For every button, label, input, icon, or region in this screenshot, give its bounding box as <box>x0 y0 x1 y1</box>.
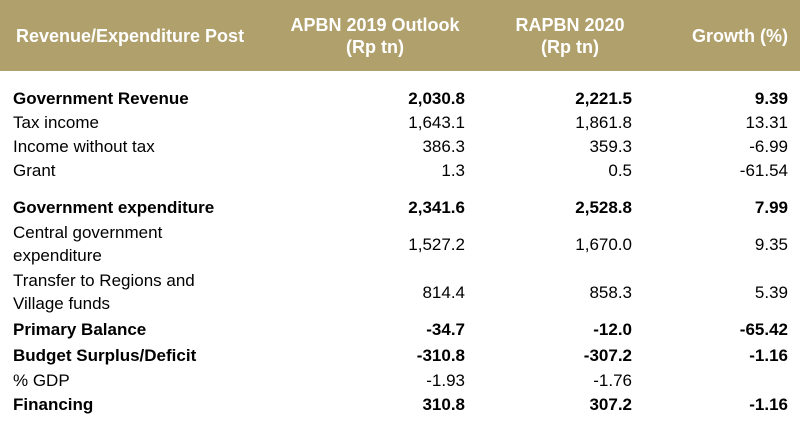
row-rapbn: 1,861.8 <box>575 112 632 132</box>
row-growth: -61.54 <box>739 160 788 180</box>
spacer-row <box>0 71 800 86</box>
row-rapbn: 1,670.0 <box>575 234 632 254</box>
table-row: Government expenditure 2,341.6 2,528.8 7… <box>0 194 800 220</box>
row-growth: -6.99 <box>749 136 788 156</box>
row-apbn: 1.3 <box>441 160 465 180</box>
row-growth <box>660 368 800 392</box>
table-row: Primary Balance -34.7 -12.0 -65.42 <box>0 316 800 342</box>
table-header: Revenue/Expenditure Post APBN 2019 Outlo… <box>0 0 800 71</box>
row-apbn: -310.8 <box>416 345 465 365</box>
row-apbn: 310.8 <box>422 395 465 414</box>
spacer-row <box>0 182 800 194</box>
row-rapbn: -1.76 <box>593 370 632 390</box>
row-apbn: 386.3 <box>422 136 465 156</box>
header-rapbn-unit: (Rp tn) <box>541 36 599 57</box>
header-row: Revenue/Expenditure Post APBN 2019 Outlo… <box>0 0 800 71</box>
header-apbn: APBN 2019 Outlook (Rp tn) <box>270 0 480 71</box>
row-rapbn: -12.0 <box>593 319 632 339</box>
table-row: Budget Surplus/Deficit -310.8 -307.2 -1.… <box>0 342 800 368</box>
table-row: % GDP -1.93 -1.76 <box>0 368 800 392</box>
row-apbn: 2,341.6 <box>408 197 465 217</box>
row-label: Transfer to Regions and Village funds <box>0 268 270 316</box>
row-apbn: -1.93 <box>426 370 465 390</box>
table-row: Central government expenditure 1,527.2 1… <box>0 220 800 268</box>
header-rapbn: RAPBN 2020 (Rp tn) <box>480 0 660 71</box>
row-growth: 9.35 <box>754 234 788 254</box>
header-apbn-unit: (Rp tn) <box>346 36 404 57</box>
row-growth: 9.39 <box>754 88 788 108</box>
row-rapbn: 2,528.8 <box>575 197 632 217</box>
table-row: Tax income 1,643.1 1,861.8 13.31 <box>0 110 800 134</box>
header-apbn-title: APBN 2019 Outlook <box>290 14 460 35</box>
row-label: Primary Balance <box>13 319 147 339</box>
row-label: Tax income <box>13 112 99 132</box>
table-row: Grant 1.3 0.5 -61.54 <box>0 158 800 182</box>
row-label: Government Revenue <box>13 88 189 108</box>
row-label: Income without tax <box>13 136 155 156</box>
budget-table: Revenue/Expenditure Post APBN 2019 Outlo… <box>0 0 800 417</box>
row-label-line: Central government <box>13 223 163 242</box>
table-body: Government Revenue 2,030.8 2,221.5 9.39 … <box>0 71 800 417</box>
row-rapbn: 2,221.5 <box>575 88 632 108</box>
table-row: Income without tax 386.3 359.3 -6.99 <box>0 134 800 158</box>
row-rapbn: 0.5 <box>608 160 632 180</box>
row-apbn: 1,643.1 <box>408 112 465 132</box>
row-growth: 7.99 <box>754 197 788 217</box>
header-post: Revenue/Expenditure Post <box>16 25 245 46</box>
row-growth: -65.42 <box>739 319 788 339</box>
row-apbn: 814.4 <box>422 282 465 302</box>
row-label: Central government expenditure <box>0 220 270 268</box>
table-row: Transfer to Regions and Village funds 81… <box>0 268 800 316</box>
row-label: Financing <box>13 395 94 414</box>
table-row: Financing 310.8 307.2 -1.16 <box>0 392 800 417</box>
row-apbn: 1,527.2 <box>408 234 465 254</box>
header-rapbn-title: RAPBN 2020 <box>515 14 625 35</box>
row-label: Government expenditure <box>13 197 215 217</box>
row-growth: -1.16 <box>749 395 788 414</box>
row-label-line: expenditure <box>13 246 102 265</box>
row-rapbn: 858.3 <box>589 282 632 302</box>
row-label: Budget Surplus/Deficit <box>13 345 197 365</box>
row-label: % GDP <box>13 370 70 390</box>
row-rapbn: 359.3 <box>589 136 632 156</box>
row-growth: 5.39 <box>754 282 788 302</box>
table-row: Government Revenue 2,030.8 2,221.5 9.39 <box>0 86 800 110</box>
row-rapbn: -307.2 <box>583 345 632 365</box>
row-growth: -1.16 <box>749 345 788 365</box>
header-growth: Growth (%) <box>692 25 788 46</box>
row-growth: 13.31 <box>745 112 788 132</box>
row-label: Grant <box>13 160 56 180</box>
row-rapbn: 307.2 <box>589 395 632 414</box>
row-label-line: Transfer to Regions and <box>13 271 195 290</box>
row-apbn: -34.7 <box>426 319 465 339</box>
row-apbn: 2,030.8 <box>408 88 465 108</box>
row-label-line: Village funds <box>13 294 111 313</box>
